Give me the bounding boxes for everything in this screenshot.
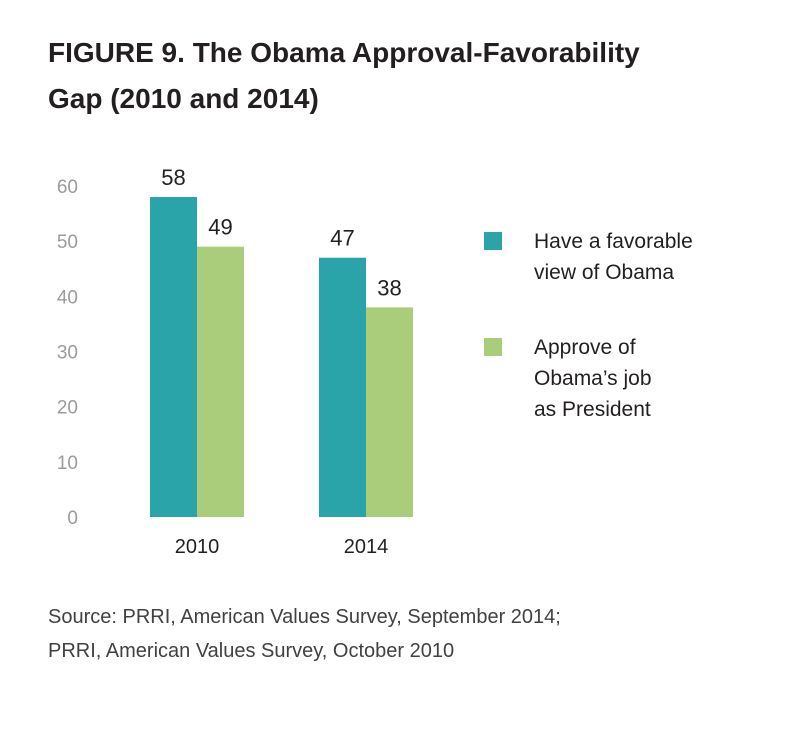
bar-favorable-2010 bbox=[150, 197, 197, 518]
bars bbox=[150, 197, 413, 518]
y-tick-label: 50 bbox=[57, 232, 78, 253]
legend-swatch-approve bbox=[484, 338, 502, 356]
x-tick-label: 2014 bbox=[344, 536, 389, 558]
source-line-2: PRRI, American Values Survey, October 20… bbox=[48, 640, 455, 662]
legend-swatch-favorable bbox=[484, 232, 502, 250]
y-tick-label: 20 bbox=[57, 398, 78, 419]
legend-label-line: view of Obama bbox=[534, 261, 675, 284]
bar-approve-2014 bbox=[366, 307, 413, 517]
y-tick-label: 60 bbox=[57, 177, 78, 198]
chart-title-line-1: FIGURE 9. The Obama Approval-Favorabilit… bbox=[48, 37, 640, 68]
y-tick-label: 10 bbox=[57, 453, 78, 474]
data-label: 49 bbox=[208, 215, 232, 240]
y-tick-label: 40 bbox=[57, 287, 78, 308]
bar-approve-2010 bbox=[197, 246, 244, 517]
legend-label-line: Approve of bbox=[534, 336, 636, 359]
data-label: 58 bbox=[161, 165, 185, 190]
legend-item-approve: Approve of Obama’s job as President bbox=[484, 332, 784, 425]
data-label: 38 bbox=[377, 275, 401, 300]
y-axis-ticks: 0 10 20 30 40 50 60 bbox=[57, 177, 78, 529]
data-labels: 58 49 47 38 bbox=[161, 165, 401, 300]
legend-label-line: as President bbox=[534, 398, 651, 421]
bar-favorable-2014 bbox=[319, 257, 366, 517]
chart-title: FIGURE 9. The Obama Approval-Favorabilit… bbox=[48, 30, 768, 122]
x-tick-label: 2010 bbox=[175, 536, 220, 558]
legend-label-line: Obama’s job bbox=[534, 367, 652, 390]
bar-chart: 0 10 20 30 40 50 60 58 49 47 38 2010 2014 bbox=[57, 165, 413, 558]
legend-item-favorable: Have a favorable view of Obama bbox=[484, 226, 784, 288]
chart-legend: Have a favorable view of Obama Approve o… bbox=[484, 226, 784, 469]
source-note: Source: PRRI, American Values Survey, Se… bbox=[48, 600, 768, 668]
legend-label-line: Have a favorable bbox=[534, 230, 693, 253]
chart-title-line-2: Gap (2010 and 2014) bbox=[48, 83, 319, 114]
y-tick-label: 0 bbox=[67, 508, 78, 529]
x-axis-labels: 2010 2014 bbox=[175, 536, 389, 558]
source-line-1: Source: PRRI, American Values Survey, Se… bbox=[48, 606, 561, 628]
y-tick-label: 30 bbox=[57, 343, 78, 364]
data-label: 47 bbox=[330, 226, 354, 251]
